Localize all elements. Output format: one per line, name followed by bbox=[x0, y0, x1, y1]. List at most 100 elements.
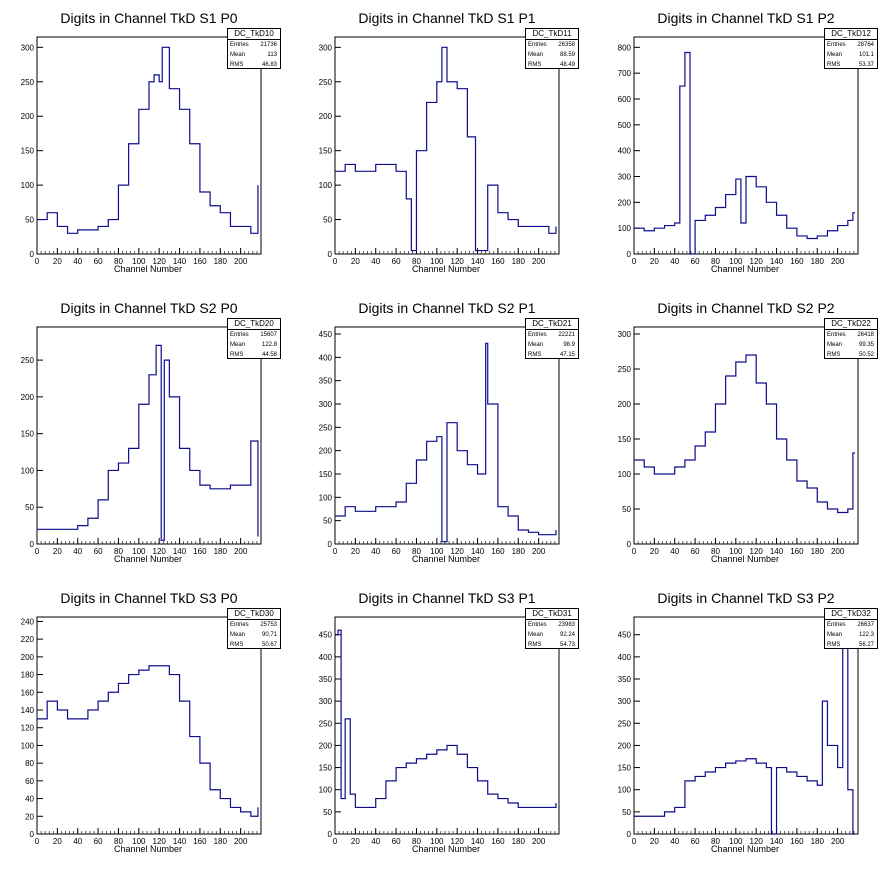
histogram-panel: 0 20 40 60 80 100 120 140 160 180 200 20 40 60 80 100 12… bbox=[0, 580, 298, 870]
y-tick-label: 150 bbox=[21, 147, 35, 156]
y-tick-label: 250 bbox=[618, 719, 632, 728]
x-tick-label: 140 bbox=[173, 257, 187, 266]
x-tick-label: 200 bbox=[831, 837, 845, 846]
histogram-series-line bbox=[634, 647, 855, 835]
stats-value: 22221 bbox=[558, 332, 575, 338]
x-tick-label: 0 bbox=[632, 547, 637, 556]
y-tick-label: 250 bbox=[319, 719, 333, 728]
y-tick-label: 300 bbox=[319, 43, 333, 52]
stats-value: 113 bbox=[267, 52, 277, 58]
histogram-panel: 0 20 40 60 80 100 120 140 160 180 200 50 100 150 200 25… bbox=[0, 0, 298, 290]
y-tick-label: 220 bbox=[21, 635, 35, 644]
stats-value: 47.15 bbox=[559, 352, 575, 358]
x-tick-label: 0 bbox=[35, 837, 40, 846]
y-tick-label: 0 bbox=[328, 540, 333, 549]
x-tick-label: 100 bbox=[430, 837, 444, 846]
x-tick-label: 80 bbox=[711, 837, 720, 846]
x-tick-label: 0 bbox=[35, 257, 40, 266]
y-tick-label: 100 bbox=[21, 466, 35, 475]
y-tick-label: 200 bbox=[618, 198, 632, 207]
stats-label: RMS bbox=[528, 642, 542, 648]
stats-row-entries: Entries 26637 bbox=[825, 620, 877, 630]
x-tick-label: 200 bbox=[831, 547, 845, 556]
stats-box: DC_TkD30 Entries 25753 Mean 90.71 RMS 50.67 bbox=[227, 608, 281, 649]
x-tick-label: 20 bbox=[351, 257, 360, 266]
x-axis-label: Channel Number bbox=[113, 844, 183, 854]
x-tick-label: 40 bbox=[371, 547, 380, 556]
y-tick-label: 200 bbox=[319, 741, 333, 750]
stats-label: Mean bbox=[827, 342, 843, 348]
x-tick-label: 140 bbox=[770, 837, 784, 846]
x-tick-label: 60 bbox=[94, 837, 103, 846]
x-tick-label: 40 bbox=[670, 257, 679, 266]
x-tick-label: 60 bbox=[691, 257, 700, 266]
x-tick-label: 160 bbox=[193, 257, 207, 266]
x-tick-label: 100 bbox=[729, 547, 743, 556]
x-axis-label: Channel Number bbox=[710, 554, 780, 564]
stats-value: 28764 bbox=[857, 42, 874, 48]
y-tick-label: 400 bbox=[618, 147, 632, 156]
x-tick-label: 100 bbox=[729, 257, 743, 266]
stats-value: 56.27 bbox=[858, 642, 874, 648]
stats-row-mean: Mean 88.59 bbox=[526, 50, 578, 60]
histogram-panel: 0 20 40 60 80 100 120 140 160 180 200 50 100 150 200 25… bbox=[298, 580, 596, 870]
x-tick-label: 120 bbox=[451, 547, 465, 556]
plot-frame bbox=[633, 36, 859, 255]
histogram-title: Digits in Channel TkD S2 P0 bbox=[60, 300, 238, 316]
y-tick-label: 300 bbox=[618, 330, 632, 339]
x-tick-label: 160 bbox=[790, 837, 804, 846]
x-tick-label: 140 bbox=[471, 547, 485, 556]
stats-label: Mean bbox=[827, 632, 843, 638]
x-tick-label: 160 bbox=[790, 547, 804, 556]
x-tick-label: 0 bbox=[35, 547, 40, 556]
x-tick-label: 40 bbox=[73, 547, 82, 556]
stats-row-rms: RMS 54.73 bbox=[526, 640, 578, 650]
x-tick-label: 20 bbox=[650, 257, 659, 266]
stats-value: 21736 bbox=[260, 42, 277, 48]
stats-row-mean: Mean 90.71 bbox=[228, 630, 280, 640]
stats-value: 122.3 bbox=[858, 632, 874, 638]
y-tick-label: 200 bbox=[21, 653, 35, 662]
stats-label: RMS bbox=[827, 642, 841, 648]
histogram-panel: 0 20 40 60 80 100 120 140 160 180 200 100 200 300 400 5… bbox=[597, 0, 895, 290]
x-tick-label: 20 bbox=[53, 837, 62, 846]
x-tick-label: 20 bbox=[650, 837, 659, 846]
y-tick-label: 600 bbox=[618, 95, 632, 104]
stats-box: DC_TkD22 Entries 26418 Mean 99.35 RMS 50.52 bbox=[824, 318, 878, 359]
stats-label: RMS bbox=[528, 62, 542, 68]
stats-label: RMS bbox=[230, 642, 244, 648]
x-tick-label: 40 bbox=[371, 837, 380, 846]
stats-label: Entries bbox=[230, 332, 249, 338]
stats-value: 92.24 bbox=[559, 632, 575, 638]
stats-value: 122.8 bbox=[261, 342, 277, 348]
x-tick-label: 180 bbox=[811, 547, 825, 556]
stats-label: Mean bbox=[528, 52, 544, 58]
histogram-title: Digits in Channel TkD S1 P1 bbox=[358, 10, 536, 26]
x-tick-label: 140 bbox=[471, 837, 485, 846]
plot-frame bbox=[633, 326, 859, 545]
x-tick-label: 180 bbox=[811, 257, 825, 266]
y-tick-label: 100 bbox=[618, 786, 632, 795]
x-tick-label: 200 bbox=[831, 257, 845, 266]
stats-row-mean: Mean 122.3 bbox=[825, 630, 877, 640]
histogram-title: Digits in Channel TkD S2 P1 bbox=[358, 300, 536, 316]
y-tick-label: 300 bbox=[618, 173, 632, 182]
y-tick-label: 60 bbox=[25, 777, 34, 786]
y-tick-label: 300 bbox=[618, 697, 632, 706]
x-tick-label: 140 bbox=[173, 837, 187, 846]
plot-frame bbox=[36, 616, 262, 835]
stats-box: DC_TkD32 Entries 26637 Mean 122.3 RMS 56.27 bbox=[824, 608, 878, 649]
stats-value: 26358 bbox=[558, 42, 575, 48]
x-tick-label: 160 bbox=[790, 257, 804, 266]
stats-label: Entries bbox=[827, 622, 846, 628]
y-tick-label: 200 bbox=[319, 112, 333, 121]
y-tick-label: 250 bbox=[319, 423, 333, 432]
x-tick-label: 80 bbox=[412, 837, 421, 846]
histogram-series-line bbox=[634, 354, 855, 514]
y-tick-label: 150 bbox=[21, 430, 35, 439]
x-tick-label: 100 bbox=[729, 837, 743, 846]
y-tick-label: 240 bbox=[21, 617, 35, 626]
stats-box-name: DC_TkD11 bbox=[526, 29, 578, 40]
x-tick-label: 120 bbox=[153, 837, 167, 846]
